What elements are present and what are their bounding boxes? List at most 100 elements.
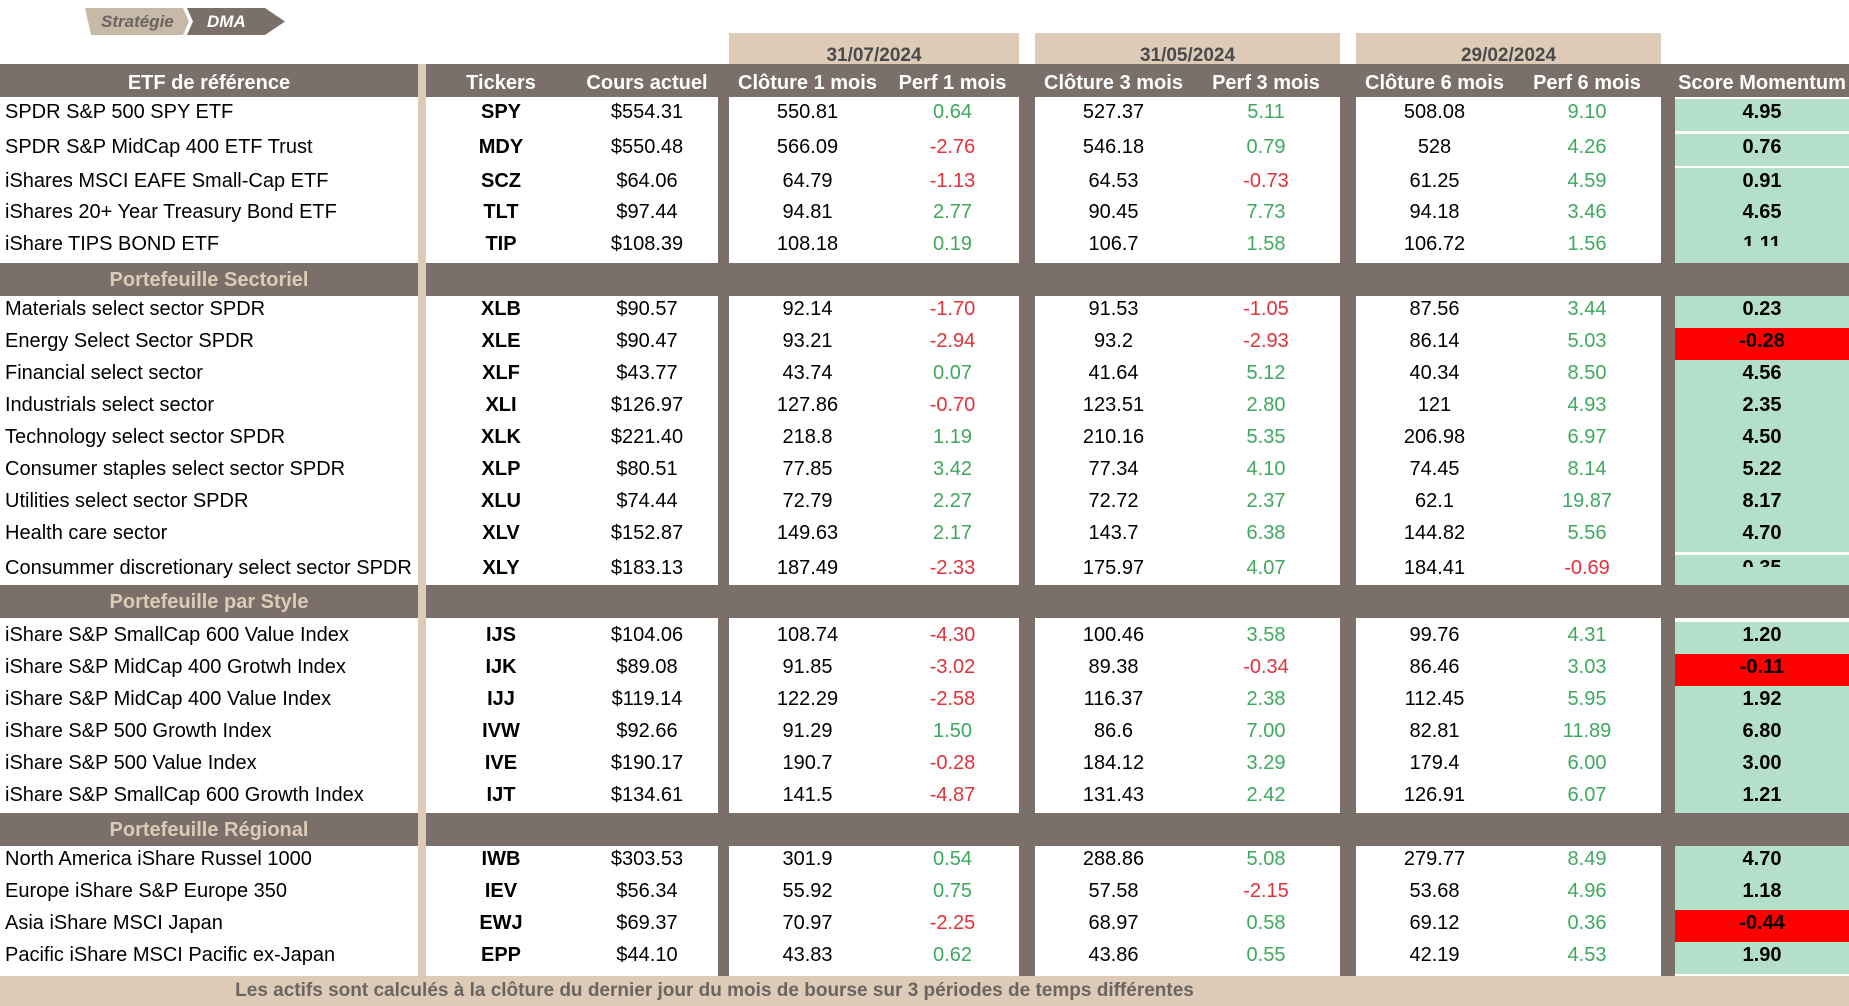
value-c1: 149.63 — [776, 522, 839, 544]
value-p6: 4.53 — [1567, 944, 1607, 966]
score-strip — [1675, 567, 1849, 585]
value-c6: 74.45 — [1409, 458, 1460, 480]
ticker: SCZ — [481, 170, 521, 192]
value-c1: 566.09 — [776, 136, 839, 158]
section-label: Portefeuille Régional — [109, 819, 309, 841]
value-c6: 206.98 — [1403, 426, 1466, 448]
score-cell-bg — [1675, 134, 1849, 166]
column-separator — [718, 97, 729, 263]
momentum-score: -0.28 — [1739, 330, 1785, 352]
score-cell-bg — [1675, 328, 1849, 360]
momentum-score: 4.70 — [1742, 522, 1782, 544]
value-c3: 93.2 — [1094, 330, 1133, 352]
section-band — [0, 813, 1849, 846]
etf-name: iShare S&P 500 Value Index — [5, 752, 257, 774]
score-cell-bg — [1675, 199, 1849, 231]
etf-name: iShare TIPS BOND ETF — [5, 233, 220, 255]
column-separator — [418, 618, 426, 813]
value-cours: $64.06 — [616, 170, 678, 192]
ticker: XLV — [482, 522, 520, 544]
value-c3: 68.97 — [1088, 912, 1139, 934]
column-separator — [1661, 296, 1675, 585]
value-p1: -0.28 — [929, 752, 976, 774]
value-cours: $89.08 — [616, 656, 678, 678]
value-cours: $69.37 — [616, 912, 678, 934]
header-separator — [418, 64, 426, 97]
etf-name: Energy Select Sector SPDR — [5, 330, 254, 352]
value-c1: 43.74 — [782, 362, 833, 384]
score-cell-bg — [1675, 424, 1849, 456]
value-c1: 94.81 — [782, 201, 833, 223]
value-p3: 2.38 — [1246, 688, 1286, 710]
column-separator — [1340, 846, 1356, 976]
value-cours: $183.13 — [610, 557, 684, 579]
value-cours: $56.34 — [616, 880, 678, 902]
value-c6: 86.14 — [1409, 330, 1460, 352]
value-cours: $221.40 — [610, 426, 684, 448]
value-p1: -4.30 — [929, 624, 976, 646]
score-cell-bg — [1675, 488, 1849, 520]
value-cours: $134.61 — [610, 784, 684, 806]
value-p3: 5.35 — [1246, 426, 1286, 448]
etf-name: Europe iShare S&P Europe 350 — [5, 880, 288, 902]
value-c6: 126.91 — [1403, 784, 1466, 806]
ticker: IVW — [482, 720, 520, 742]
score-cell-bg — [1675, 878, 1849, 910]
value-cours: $44.10 — [616, 944, 678, 966]
value-c3: 546.18 — [1082, 136, 1145, 158]
section-band — [0, 263, 1849, 296]
value-c3: 89.38 — [1088, 656, 1139, 678]
column-separator — [1019, 296, 1035, 585]
date-3m: 31/05/2024 — [1035, 33, 1340, 66]
strategy-badge: Stratégie DMA — [85, 8, 285, 35]
value-c1: 141.5 — [782, 784, 833, 806]
column-separator — [1340, 97, 1356, 263]
momentum-score: 0.91 — [1742, 170, 1782, 192]
value-cours: $97.44 — [616, 201, 678, 223]
value-c1: 43.83 — [782, 944, 833, 966]
value-cours: $108.39 — [610, 233, 684, 255]
ticker: IEV — [484, 880, 518, 902]
value-c6: 144.82 — [1403, 522, 1466, 544]
value-p3: 2.37 — [1246, 490, 1286, 512]
value-c3: 123.51 — [1082, 394, 1145, 416]
value-p3: 0.58 — [1246, 912, 1286, 934]
etf-name: Pacific iShare MSCI Pacific ex-Japan — [5, 944, 336, 966]
value-p1: 0.07 — [933, 362, 972, 384]
value-c3: 210.16 — [1082, 426, 1145, 448]
column-separator — [1019, 846, 1035, 976]
date-1m: 31/07/2024 — [729, 33, 1019, 66]
score-cell-bg — [1675, 296, 1849, 328]
value-c6: 42.19 — [1409, 944, 1460, 966]
score-cell-bg — [1675, 456, 1849, 488]
value-p6: 8.50 — [1567, 362, 1607, 384]
momentum-score: 1.18 — [1742, 880, 1782, 902]
value-cours: $554.31 — [610, 101, 684, 123]
value-c3: 91.53 — [1088, 298, 1139, 320]
value-cours: $104.06 — [610, 624, 684, 646]
value-p1: -0.70 — [929, 394, 976, 416]
value-c6: 528 — [1417, 136, 1452, 158]
value-p3: 3.29 — [1246, 752, 1286, 774]
value-c1: 108.18 — [776, 233, 839, 255]
value-p1: -2.33 — [929, 557, 976, 579]
value-p1: 3.42 — [933, 458, 972, 480]
value-c6: 508.08 — [1403, 101, 1466, 123]
value-p3: 7.00 — [1246, 720, 1286, 742]
momentum-score: 3.00 — [1742, 752, 1782, 774]
value-c6: 121 — [1417, 394, 1452, 416]
value-c3: 106.7 — [1088, 233, 1139, 255]
value-p1: -2.94 — [929, 330, 976, 352]
value-p3: 4.10 — [1246, 458, 1286, 480]
value-p3: 4.07 — [1246, 557, 1286, 579]
value-c6: 279.77 — [1403, 848, 1466, 870]
value-p1: 0.64 — [933, 101, 972, 123]
value-cours: $550.48 — [610, 136, 684, 158]
etf-name: Consumer staples select sector SPDR — [5, 458, 346, 480]
value-p6: 11.89 — [1562, 720, 1612, 742]
value-c6: 62.1 — [1415, 490, 1454, 512]
etf-name: iShare S&P 500 Growth Index — [5, 720, 272, 742]
header-p1: Perf 1 mois — [898, 72, 1007, 94]
value-p1: -1.13 — [929, 170, 976, 192]
value-c1: 187.49 — [776, 557, 839, 579]
